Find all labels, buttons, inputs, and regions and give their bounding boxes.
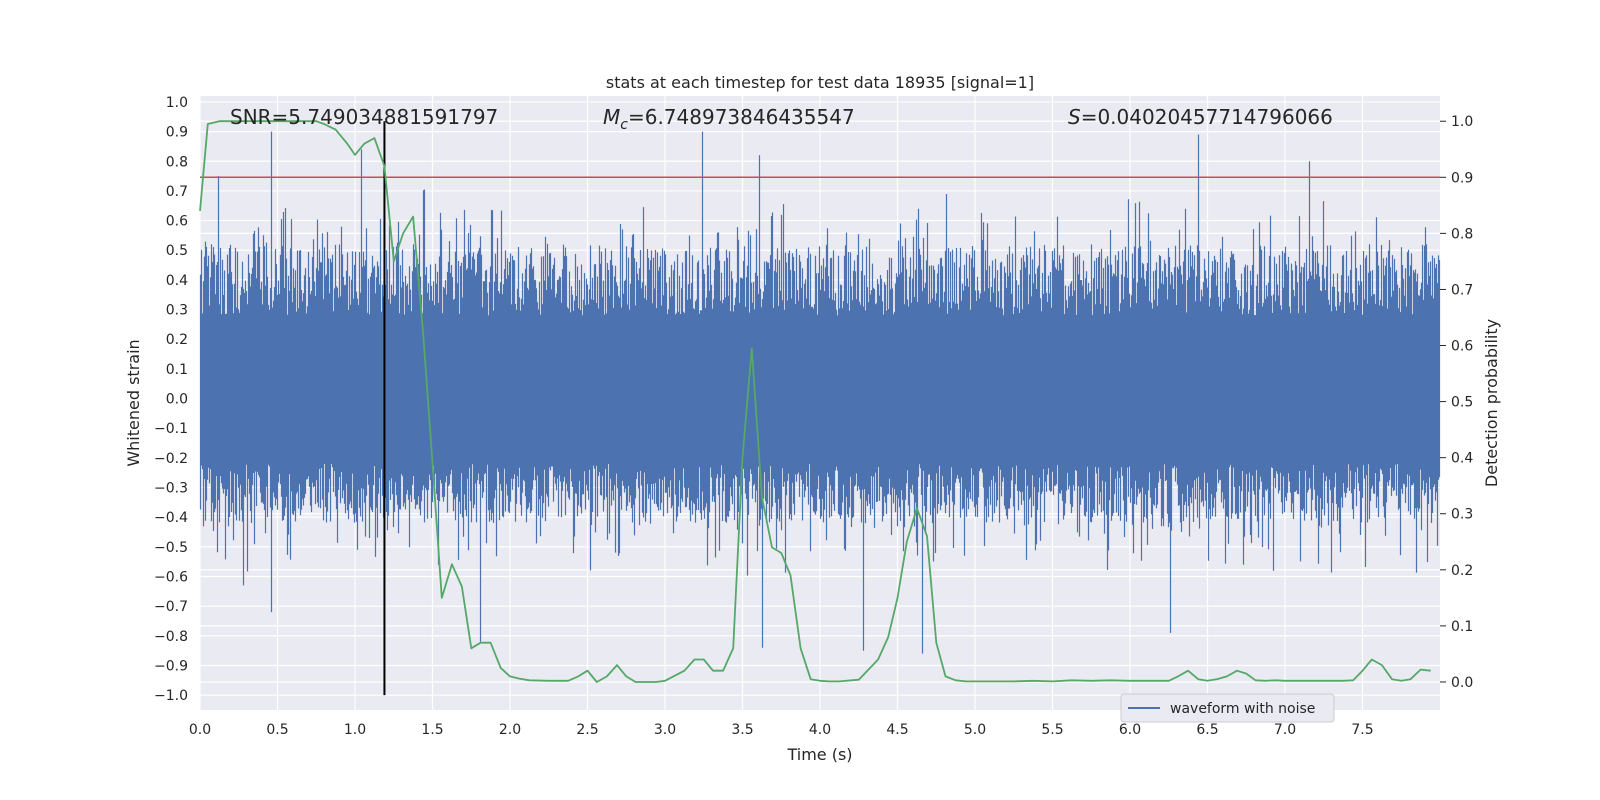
y-left-tick-label: −0.8 — [154, 629, 188, 645]
x-tick-label: 0.5 — [266, 722, 288, 738]
y-right-tick-label: 0.1 — [1451, 619, 1473, 635]
x-tick-label: 0.0 — [189, 722, 211, 738]
mc-annotation: Mc=6.748973846435547 — [603, 105, 855, 133]
y-left-tick-label: −0.4 — [154, 510, 188, 526]
y-left-tick-label: 0.7 — [166, 184, 188, 200]
y-left-tick-label: −0.6 — [154, 570, 188, 586]
y-right-tick-label: 0.5 — [1451, 395, 1473, 411]
mc-subscript: c — [620, 117, 628, 133]
x-tick-label: 5.0 — [964, 722, 986, 738]
reference-lines — [200, 121, 1440, 696]
y-left-axis-label: Whitened strain — [124, 339, 143, 466]
y-right-tick-label: 0.9 — [1451, 170, 1473, 186]
x-tick-label: 6.0 — [1119, 722, 1141, 738]
x-tick-labels: 0.0 0.5 1.0 1.5 2.0 2.5 3.0 3.5 4.0 4.5 5.0 5.5 6.0 6… — [189, 722, 1374, 738]
y-right-tick-label: 0.4 — [1451, 451, 1473, 467]
y-right-tick-label: 1.0 — [1451, 114, 1473, 130]
probability-series — [199, 120, 1431, 683]
y-right-tick-label: 0.0 — [1451, 675, 1473, 691]
probability-line — [199, 120, 1431, 683]
x-axis-label: Time (s) — [786, 745, 852, 764]
y-left-tick-labels: 1.0 0.9 0.8 0.7 0.6 0.5 0.4 0.3 0.2 0.1 0.0 −0.1 −0.… — [154, 95, 188, 704]
y-left-tick-label: 0.8 — [166, 154, 188, 170]
y-right-tick-labels: 1.0 0.9 0.8 0.7 0.6 0.5 0.4 0.3 0.2 0.1 0.0 — [1440, 114, 1473, 691]
y-right-tick-label: 0.8 — [1451, 226, 1473, 242]
x-tick-label: 3.0 — [654, 722, 676, 738]
y-right-axis-label: Detection probability — [1482, 319, 1501, 487]
chart-title: stats at each timestep for test data 189… — [606, 73, 1034, 92]
s-annotation: S=0.04020457714796066 — [1068, 105, 1333, 129]
y-left-tick-label: −0.3 — [154, 481, 188, 497]
x-tick-label: 6.5 — [1196, 722, 1218, 738]
y-right-tick-label: 0.2 — [1451, 563, 1473, 579]
y-left-tick-label: 0.4 — [166, 273, 188, 289]
x-tick-label: 2.5 — [576, 722, 598, 738]
y-left-tick-label: 0.2 — [166, 332, 188, 348]
legend-label: waveform with noise — [1170, 701, 1315, 717]
y-left-tick-label: −0.7 — [154, 599, 188, 615]
x-tick-label: 2.0 — [499, 722, 521, 738]
y-left-tick-label: 0.6 — [166, 214, 188, 230]
legend-box — [1120, 693, 1335, 723]
x-tick-label: 3.5 — [731, 722, 753, 738]
s-symbol: S — [1068, 105, 1081, 129]
x-tick-label: 1.5 — [421, 722, 443, 738]
y-left-tick-label: −0.5 — [154, 540, 188, 556]
waveform-core-band — [200, 315, 1440, 464]
x-tick-label: 4.0 — [809, 722, 831, 738]
x-tick-label: 1.0 — [344, 722, 366, 738]
y-left-tick-label: 0.5 — [166, 243, 188, 259]
y-left-tick-label: −0.1 — [154, 421, 188, 437]
snr-annotation: SNR=5.749034881591797 — [230, 105, 498, 129]
s-value: =0.04020457714796066 — [1081, 105, 1333, 129]
x-tick-label: 4.5 — [886, 722, 908, 738]
y-left-tick-label: −0.2 — [154, 451, 188, 467]
y-right-tick-label: 0.6 — [1451, 339, 1473, 355]
mc-value: =6.748973846435547 — [628, 105, 855, 129]
x-tick-label: 7.5 — [1351, 722, 1373, 738]
y-left-tick-label: 0.9 — [166, 125, 188, 141]
x-tick-label: 5.5 — [1041, 722, 1063, 738]
y-right-tick-label: 0.3 — [1451, 507, 1473, 523]
y-left-tick-label: −0.9 — [154, 659, 188, 675]
y-left-tick-label: 0.3 — [166, 303, 188, 319]
waveform-series — [199, 131, 1441, 654]
y-right-tick-label: 0.7 — [1451, 282, 1473, 298]
y-left-tick-label: 0.0 — [166, 392, 188, 408]
y-left-tick-label: 1.0 — [166, 95, 188, 111]
x-tick-label: 7.0 — [1274, 722, 1296, 738]
y-left-tick-label: 0.1 — [166, 362, 188, 378]
legend: waveform with noise — [1120, 693, 1335, 723]
y-left-tick-label: −1.0 — [154, 688, 188, 704]
mc-symbol: M — [603, 105, 620, 129]
